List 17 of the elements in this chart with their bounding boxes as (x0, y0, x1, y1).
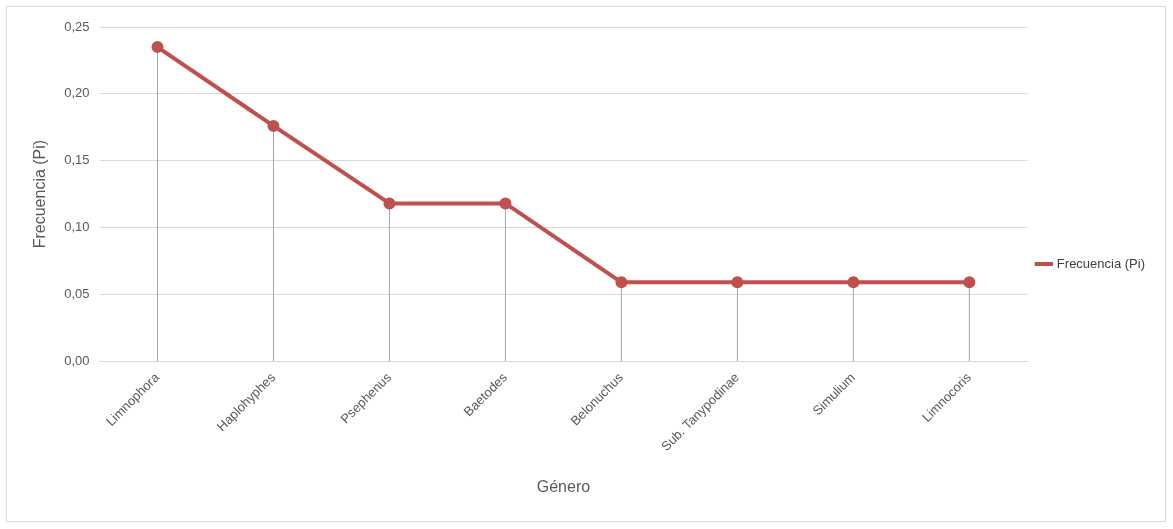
y-tick-label: 0,00 (64, 352, 90, 368)
y-tick-label: 0,25 (64, 18, 90, 34)
point (731, 276, 744, 289)
point (383, 197, 396, 210)
point (847, 276, 860, 289)
point (267, 119, 280, 132)
legend-label: Frecuencia (Pi) (1056, 255, 1145, 271)
y-tick-label: 0,10 (64, 219, 90, 235)
y-tick-label: 0,05 (64, 285, 90, 301)
point (151, 41, 164, 54)
point (499, 197, 512, 210)
point (615, 276, 628, 289)
point (963, 276, 976, 289)
x-axis-title: Género (536, 477, 591, 495)
y-tick-label: 0,15 (64, 152, 90, 168)
y-axis-title: Frecuencia (Pi) (31, 139, 49, 249)
y-tick-label: 0,20 (64, 85, 90, 101)
